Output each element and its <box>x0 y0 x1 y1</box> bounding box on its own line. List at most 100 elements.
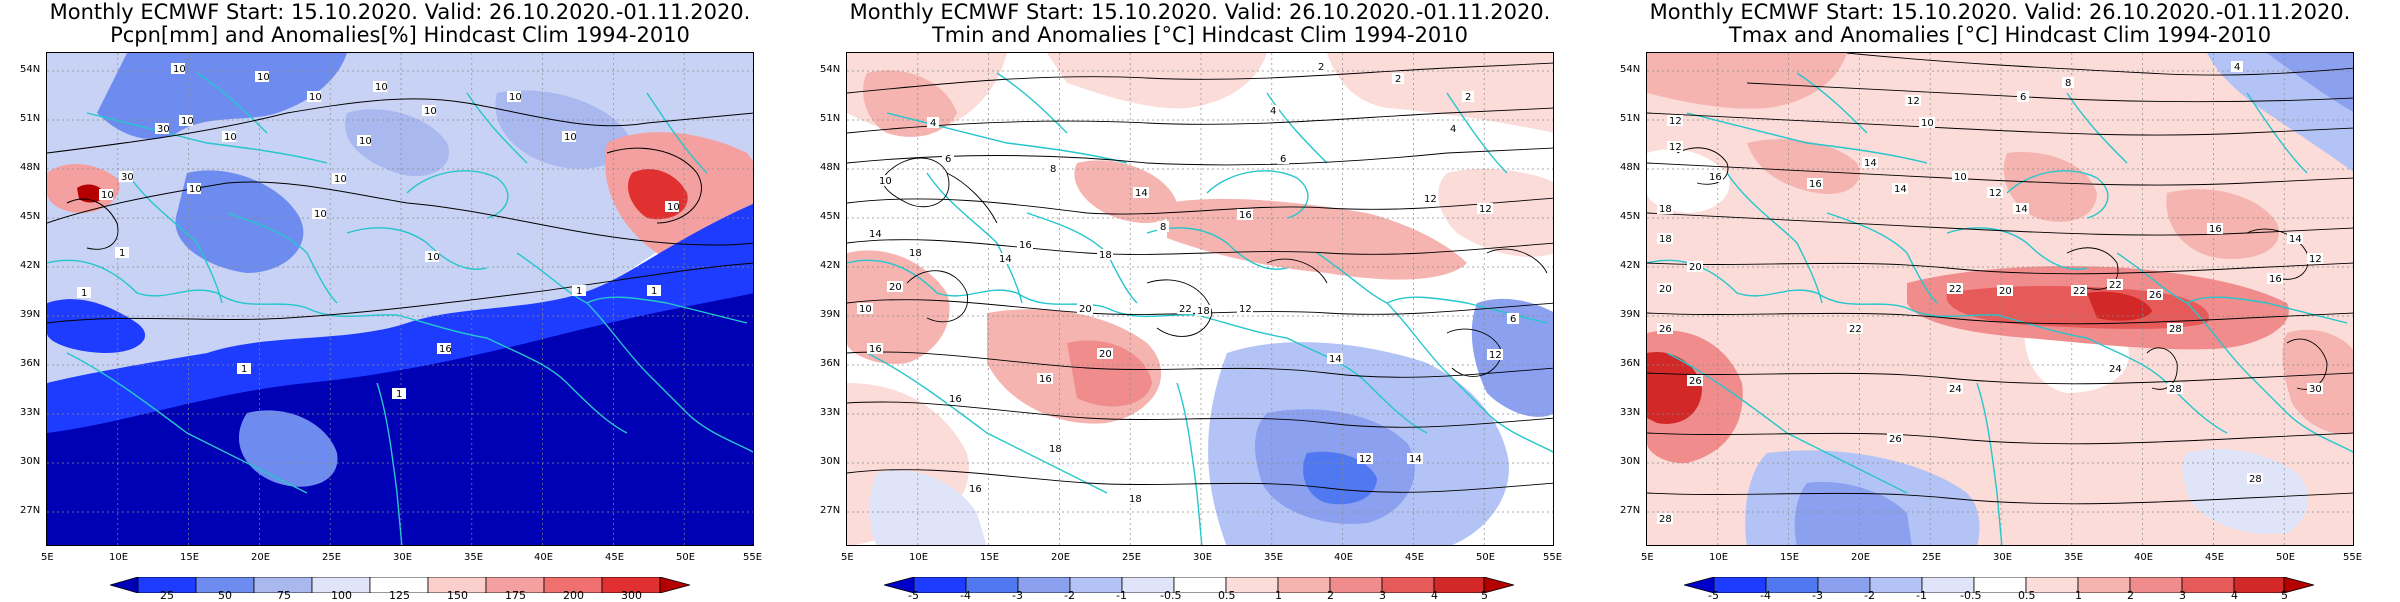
tmax-contour-label: 14 <box>1862 157 1878 169</box>
svg-text:14: 14 <box>2015 204 2028 215</box>
precip-colorbar <box>108 576 692 594</box>
tmin-contour-label: 10 <box>877 175 893 187</box>
lon-label: 10E <box>909 552 929 563</box>
precip-contour-label: 30 <box>119 171 134 183</box>
precip-contour-label: 10 <box>562 131 577 143</box>
tmin-map: 2 2 4 4 6 6 8 10 12 14 14 16 16 18 18 20… <box>846 52 1554 546</box>
precip-contour-label: 10 <box>99 189 114 201</box>
svg-text:16: 16 <box>1709 172 1722 183</box>
lat-label: 51N <box>1620 113 1641 124</box>
svg-text:16: 16 <box>1019 240 1032 251</box>
colorbar-label: 175 <box>505 589 526 602</box>
tmin-contour-label: 16 <box>967 483 983 495</box>
tmin-title-line2: Tmin and Anomalies [°C] Hindcast Clim 19… <box>931 23 1469 47</box>
tmax-contour-label: 8 <box>2062 77 2074 89</box>
svg-text:20: 20 <box>1099 349 1112 360</box>
svg-text:1: 1 <box>241 364 247 375</box>
svg-text:10: 10 <box>359 136 372 147</box>
lon-label: 15E <box>1780 552 1800 563</box>
tmax-contour-label: 12 <box>2307 253 2323 265</box>
colorbar-label: -1 <box>1116 589 1127 602</box>
precip-title-line2: Pcpn[mm] and Anomalies[%] Hindcast Clim … <box>110 23 690 47</box>
svg-text:1: 1 <box>396 389 402 400</box>
colorbar-label: 300 <box>621 589 642 602</box>
svg-text:8: 8 <box>1050 164 1056 175</box>
svg-text:12: 12 <box>1489 350 1502 361</box>
colorbar-label: -3 <box>1012 589 1023 602</box>
svg-text:8: 8 <box>1160 222 1166 233</box>
tmax-contour-label: 28 <box>2247 473 2263 485</box>
lat-label: 36N <box>20 358 41 369</box>
lon-label: 45E <box>605 552 625 563</box>
svg-text:10: 10 <box>101 190 114 201</box>
svg-text:8: 8 <box>2065 78 2071 89</box>
svg-text:1: 1 <box>651 286 657 297</box>
svg-text:16: 16 <box>1809 179 1822 190</box>
precip-contour-label: 10 <box>187 183 202 195</box>
tmin-contour-label: 10 <box>857 303 873 315</box>
tmin-contour-label: 14 <box>867 228 883 240</box>
tmin-contour-label: 12 <box>1357 453 1373 465</box>
tmax-contour-label: 16 <box>1707 171 1723 183</box>
colorbar-label: 0.5 <box>2018 589 2036 602</box>
svg-text:24: 24 <box>2109 364 2122 375</box>
svg-text:22: 22 <box>2109 280 2122 291</box>
lat-label: 42N <box>1620 260 1641 271</box>
lon-label: 10E <box>109 552 129 563</box>
precip-contour-label: 1 <box>572 285 586 297</box>
colorbar-label: 1 <box>2075 589 2082 602</box>
svg-text:28: 28 <box>2249 474 2262 485</box>
lat-label: 51N <box>20 113 41 124</box>
tmax-contour-label: 24 <box>1947 383 1963 395</box>
lon-label: 25E <box>1122 552 1142 563</box>
svg-text:10: 10 <box>509 92 522 103</box>
lat-label: 27N <box>20 505 41 516</box>
svg-text:2: 2 <box>1318 62 1324 73</box>
svg-text:18: 18 <box>1659 234 1672 245</box>
precip-contour-label: 16 <box>437 343 452 355</box>
svg-text:10: 10 <box>1954 172 1967 183</box>
svg-text:10: 10 <box>427 252 440 263</box>
colorbar-label: 125 <box>389 589 410 602</box>
tmax-contour-label: 26 <box>1657 323 1673 335</box>
precip-contour-label: 10 <box>255 71 270 83</box>
lon-label: 55E <box>2343 552 2363 563</box>
lat-label: 45N <box>1620 211 1641 222</box>
svg-text:28: 28 <box>2169 384 2182 395</box>
svg-text:14: 14 <box>999 254 1012 265</box>
tmax-contour-label: 20 <box>1997 285 2013 297</box>
tmin-contour-label: 2 <box>1315 61 1327 73</box>
tmin-contour-label: 14 <box>1133 187 1149 199</box>
precip-contour-label: 10 <box>425 251 440 263</box>
tmin-contour-label: 12 <box>1477 203 1493 215</box>
tmax-contour-label: 24 <box>2107 363 2123 375</box>
svg-text:20: 20 <box>1079 304 1092 315</box>
colorbar-label: -0.5 <box>1960 589 1982 602</box>
lon-label: 20E <box>251 552 271 563</box>
lat-label: 54N <box>1620 64 1641 75</box>
lat-label: 39N <box>1620 309 1641 320</box>
colorbar-label: 4 <box>2231 589 2238 602</box>
svg-text:26: 26 <box>2149 290 2162 301</box>
tmin-contour-label: 18 <box>1097 249 1113 261</box>
tmax-contour-label: 12 <box>1905 95 1921 107</box>
lon-label: 15E <box>180 552 200 563</box>
svg-text:30: 30 <box>121 172 134 183</box>
lat-label: 39N <box>820 309 841 320</box>
tmin-contour-label: 20 <box>1077 303 1093 315</box>
tmax-contour-label: 22 <box>2071 285 2087 297</box>
colorbar-label: 3 <box>1379 589 1386 602</box>
tmin-contour-label: 6 <box>1277 153 1289 165</box>
tmin-contour-label: 12 <box>1237 303 1253 315</box>
lon-label: 30E <box>393 552 413 563</box>
colorbar-label: -4 <box>960 589 971 602</box>
colorbar-label: 1 <box>1275 589 1282 602</box>
tmax-contour-label: 12 <box>1667 115 1683 127</box>
tmin-contour-label: 12 <box>1487 349 1503 361</box>
colorbar-label: -2 <box>1864 589 1875 602</box>
tmin-contour-label: 16 <box>947 393 963 405</box>
svg-text:18: 18 <box>909 248 922 259</box>
svg-text:4: 4 <box>930 118 936 129</box>
svg-text:16: 16 <box>1239 210 1252 221</box>
tmin-contour-label: 18 <box>1195 305 1211 317</box>
